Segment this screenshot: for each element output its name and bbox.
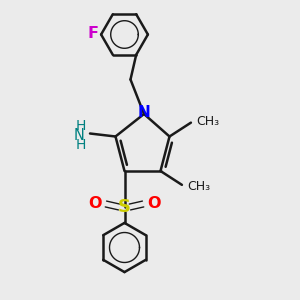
Text: N: N (74, 128, 85, 142)
Text: CH₃: CH₃ (187, 180, 210, 193)
Text: O: O (147, 196, 161, 211)
Text: O: O (88, 196, 102, 211)
Text: H: H (76, 119, 86, 133)
Text: H: H (76, 138, 86, 152)
Text: F: F (87, 26, 98, 40)
Text: N: N (138, 105, 150, 120)
Text: S: S (118, 198, 131, 216)
Text: CH₃: CH₃ (196, 115, 219, 128)
